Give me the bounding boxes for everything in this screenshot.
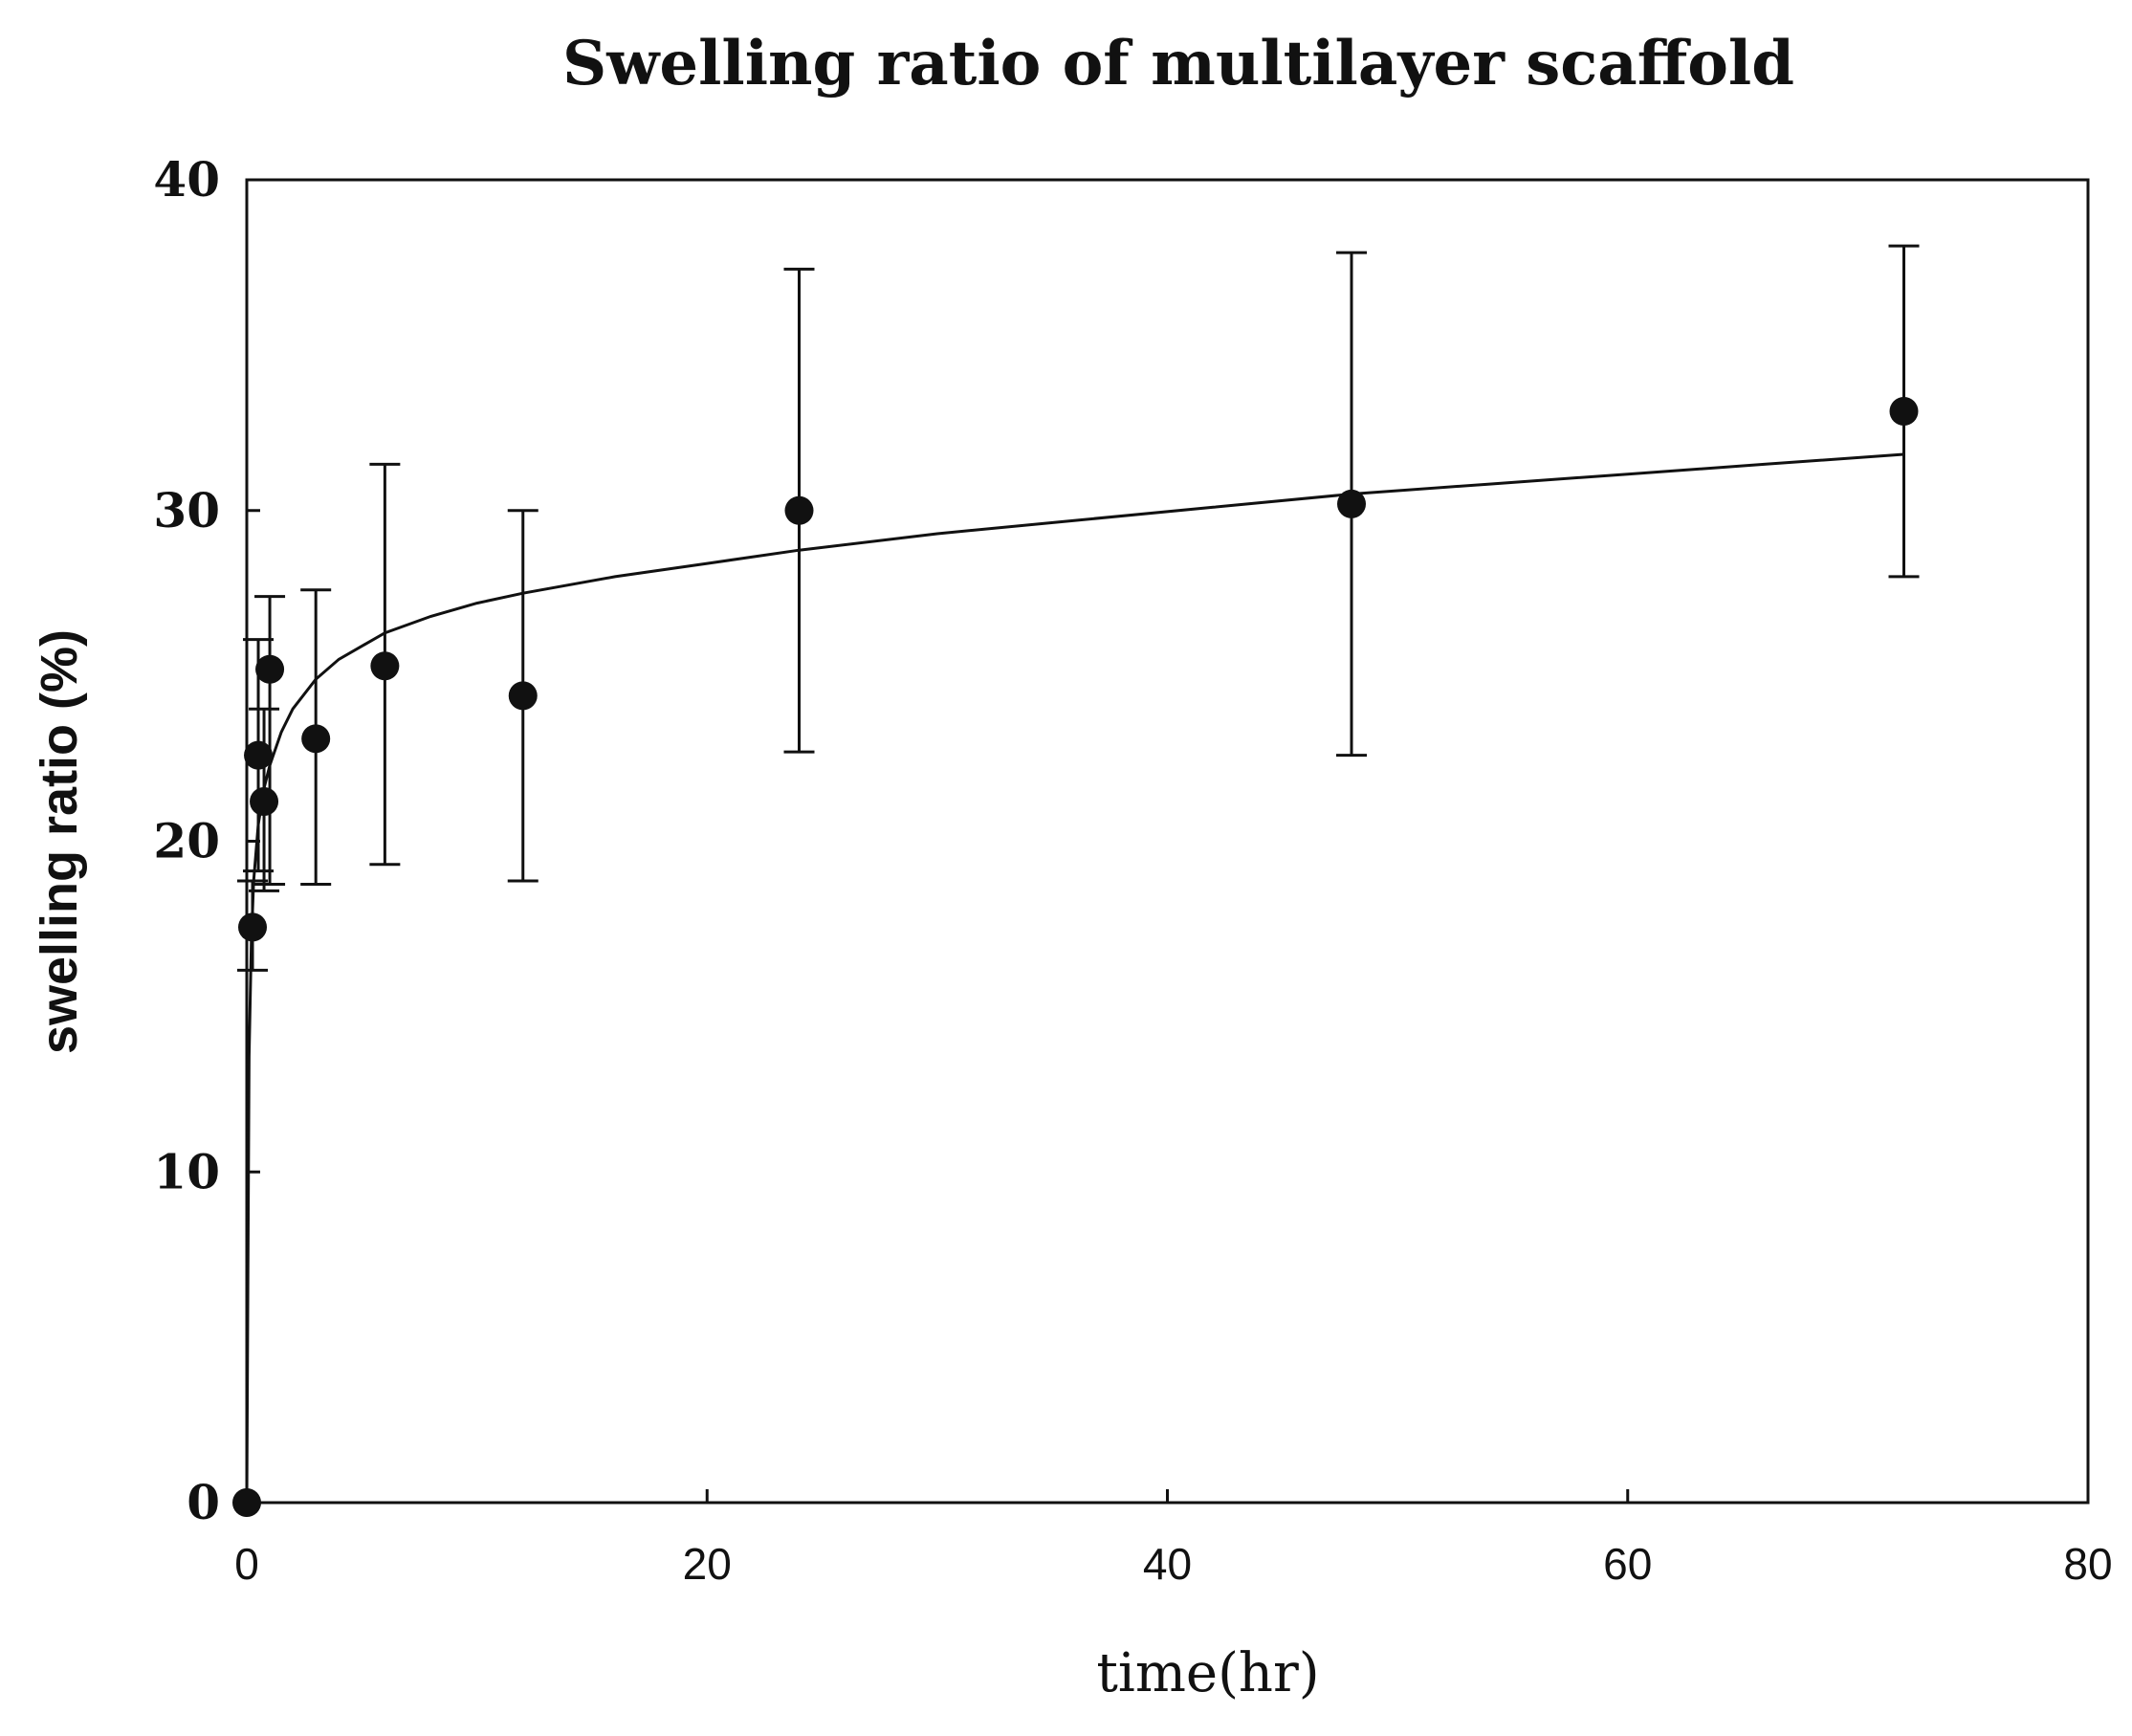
y-tick-label-2: 20	[153, 813, 220, 869]
data-point-3	[250, 787, 279, 817]
x-tick-label-3: 60	[1603, 1539, 1652, 1589]
data-point-1	[238, 912, 268, 942]
data-point-0	[232, 1488, 261, 1517]
x-axis-label: time(hr)	[1096, 1642, 1319, 1704]
x-axis: 0 20 40 60 80	[234, 1489, 2113, 1589]
y-axis-label: swelling ratio (%)	[31, 629, 88, 1054]
y-tick-label-0: 0	[187, 1474, 220, 1530]
data-point-9	[1337, 489, 1366, 518]
data-point-6	[370, 651, 400, 681]
data-point-4	[255, 654, 285, 684]
fit-curve-line	[245, 452, 1904, 1504]
y-axis: 0 10 20 30 40	[153, 151, 260, 1530]
x-tick-label-4: 80	[2063, 1539, 2112, 1589]
data-point-10	[1889, 397, 1919, 427]
y-tick-label-3: 30	[153, 482, 220, 538]
y-tick-label-4: 40	[153, 151, 220, 208]
error-bars	[237, 244, 1920, 972]
data-point-5	[301, 724, 331, 754]
data-points	[232, 397, 1919, 1517]
y-tick-label-1: 10	[153, 1143, 220, 1199]
chart-title: Swelling ratio of multilayer scaffold	[562, 28, 1794, 99]
x-tick-label-1: 20	[683, 1539, 732, 1589]
data-point-2	[244, 740, 274, 770]
x-tick-label-0: 0	[234, 1539, 259, 1589]
data-point-7	[508, 681, 538, 711]
x-tick-label-2: 40	[1143, 1539, 1192, 1589]
data-point-8	[784, 495, 814, 525]
